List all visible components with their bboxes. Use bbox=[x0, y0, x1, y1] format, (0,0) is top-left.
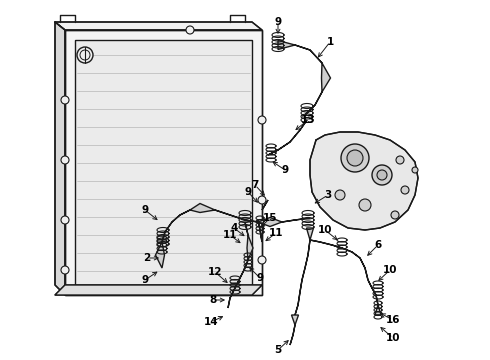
Polygon shape bbox=[295, 228, 314, 315]
Circle shape bbox=[359, 199, 371, 211]
Text: 2: 2 bbox=[144, 253, 150, 263]
Text: 10: 10 bbox=[318, 225, 332, 235]
Polygon shape bbox=[162, 203, 245, 242]
Polygon shape bbox=[245, 222, 253, 268]
Text: 9: 9 bbox=[142, 275, 148, 285]
Text: 11: 11 bbox=[269, 228, 283, 238]
Text: 13: 13 bbox=[301, 115, 315, 125]
Circle shape bbox=[372, 165, 392, 185]
Polygon shape bbox=[55, 285, 262, 295]
Text: 10: 10 bbox=[383, 265, 397, 275]
Circle shape bbox=[77, 47, 93, 63]
Circle shape bbox=[258, 116, 266, 124]
Polygon shape bbox=[228, 268, 245, 308]
Polygon shape bbox=[262, 200, 268, 210]
Circle shape bbox=[258, 196, 266, 204]
Text: 16: 16 bbox=[386, 315, 400, 325]
Polygon shape bbox=[278, 40, 330, 115]
Circle shape bbox=[258, 256, 266, 264]
Text: 7: 7 bbox=[251, 180, 259, 190]
Circle shape bbox=[186, 26, 194, 34]
Polygon shape bbox=[290, 315, 298, 345]
Circle shape bbox=[391, 211, 399, 219]
Text: 9: 9 bbox=[256, 273, 264, 283]
Polygon shape bbox=[55, 22, 262, 30]
Circle shape bbox=[401, 186, 409, 194]
Polygon shape bbox=[65, 30, 262, 295]
Text: 6: 6 bbox=[374, 240, 382, 250]
Circle shape bbox=[335, 190, 345, 200]
Circle shape bbox=[341, 144, 369, 172]
Circle shape bbox=[347, 150, 363, 166]
Text: 1: 1 bbox=[326, 37, 334, 47]
Circle shape bbox=[61, 96, 69, 104]
Circle shape bbox=[61, 216, 69, 224]
Text: 5: 5 bbox=[274, 345, 282, 355]
Polygon shape bbox=[245, 217, 310, 226]
Polygon shape bbox=[55, 22, 65, 295]
Polygon shape bbox=[155, 242, 165, 268]
Text: 4: 4 bbox=[230, 223, 238, 233]
Text: 9: 9 bbox=[274, 17, 282, 27]
Text: 9: 9 bbox=[142, 205, 148, 215]
Circle shape bbox=[377, 170, 387, 180]
Circle shape bbox=[412, 167, 418, 173]
Polygon shape bbox=[310, 132, 418, 230]
Polygon shape bbox=[310, 240, 368, 280]
Text: 11: 11 bbox=[223, 230, 237, 240]
Circle shape bbox=[61, 156, 69, 164]
Circle shape bbox=[396, 156, 404, 164]
Polygon shape bbox=[75, 40, 252, 285]
Text: 9: 9 bbox=[245, 187, 251, 197]
Polygon shape bbox=[368, 280, 381, 315]
Text: 8: 8 bbox=[209, 295, 217, 305]
Circle shape bbox=[61, 266, 69, 274]
Text: 12: 12 bbox=[208, 267, 222, 277]
Polygon shape bbox=[268, 120, 307, 155]
Text: 15: 15 bbox=[263, 213, 277, 223]
Text: 14: 14 bbox=[204, 317, 219, 327]
Text: 3: 3 bbox=[324, 190, 332, 200]
Text: 9: 9 bbox=[281, 165, 289, 175]
Polygon shape bbox=[258, 220, 262, 242]
Text: 10: 10 bbox=[386, 333, 400, 343]
